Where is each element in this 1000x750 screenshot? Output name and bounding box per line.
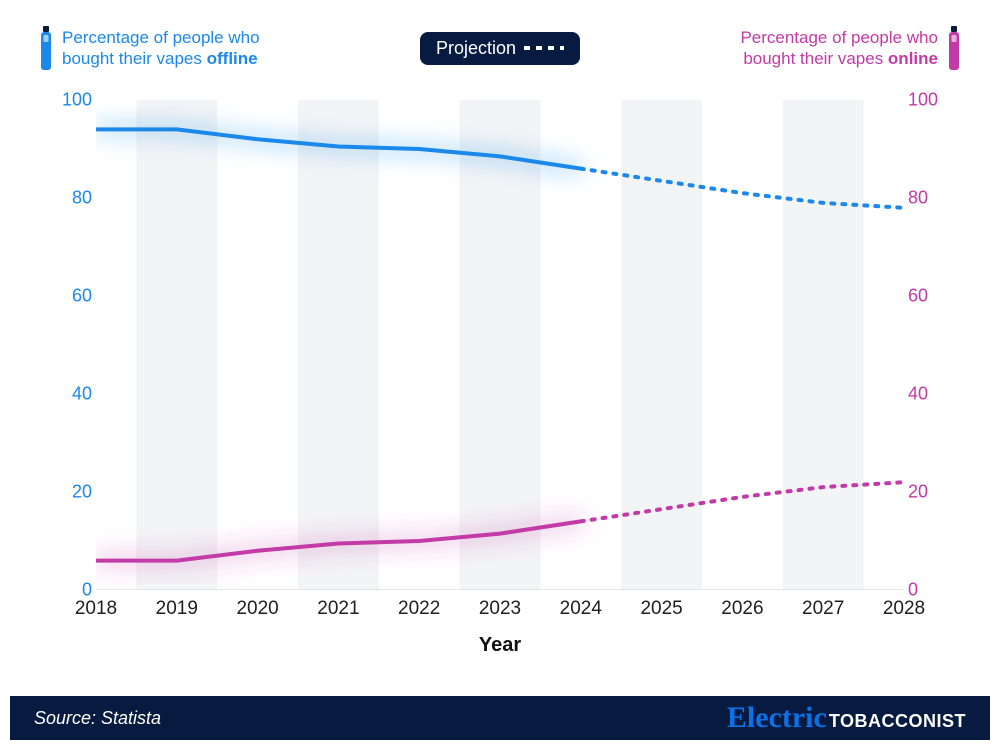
x-axis: 2018201920202021202220232024202520262027… bbox=[96, 598, 904, 626]
x-tick: 2021 bbox=[317, 598, 359, 620]
y-axis-left: 020406080100 bbox=[52, 100, 92, 590]
footer: Source: Statista Electric TOBACCONIST bbox=[10, 696, 990, 740]
y-tick-left: 40 bbox=[52, 384, 92, 405]
x-tick: 2024 bbox=[560, 598, 602, 620]
y-tick-left: 60 bbox=[52, 286, 92, 307]
x-axis-label: Year bbox=[70, 634, 930, 657]
projection-badge: Projection bbox=[420, 32, 580, 65]
x-tick: 2018 bbox=[75, 598, 117, 620]
chart-area: 020406080100 020406080100 20182019202020… bbox=[70, 100, 930, 620]
x-tick: 2023 bbox=[479, 598, 521, 620]
y-tick-right: 100 bbox=[908, 90, 948, 111]
x-tick: 2025 bbox=[640, 598, 682, 620]
y-tick-right: 80 bbox=[908, 188, 948, 209]
legend-online: Percentage of people who bought their va… bbox=[740, 26, 960, 70]
brand-script: Electric bbox=[727, 701, 827, 735]
y-tick-left: 80 bbox=[52, 188, 92, 209]
chart-container: Percentage of people who bought their va… bbox=[0, 0, 1000, 750]
y-tick-left: 100 bbox=[52, 90, 92, 111]
y-tick-right: 40 bbox=[908, 384, 948, 405]
legend-row: Percentage of people who bought their va… bbox=[0, 26, 1000, 70]
x-tick: 2026 bbox=[721, 598, 763, 620]
y-tick-left: 20 bbox=[52, 482, 92, 503]
x-tick: 2027 bbox=[802, 598, 844, 620]
x-tick: 2019 bbox=[156, 598, 198, 620]
projection-dash-icon bbox=[524, 46, 564, 50]
y-tick-right: 60 bbox=[908, 286, 948, 307]
y-axis-right: 020406080100 bbox=[908, 100, 948, 590]
y-tick-right: 20 bbox=[908, 482, 948, 503]
source-text: Source: Statista bbox=[34, 708, 161, 729]
x-tick: 2020 bbox=[236, 598, 278, 620]
x-tick: 2022 bbox=[398, 598, 440, 620]
projection-label: Projection bbox=[436, 38, 516, 59]
x-tick: 2028 bbox=[883, 598, 925, 620]
plot bbox=[96, 100, 904, 590]
legend-online-label: Percentage of people who bought their va… bbox=[740, 27, 938, 70]
legend-offline: Percentage of people who bought their va… bbox=[40, 26, 260, 70]
brand-logo: Electric TOBACCONIST bbox=[727, 701, 966, 735]
legend-offline-label: Percentage of people who bought their va… bbox=[62, 27, 260, 70]
vape-icon bbox=[948, 26, 960, 70]
vape-icon bbox=[40, 26, 52, 70]
brand-caps: TOBACCONIST bbox=[829, 711, 966, 732]
